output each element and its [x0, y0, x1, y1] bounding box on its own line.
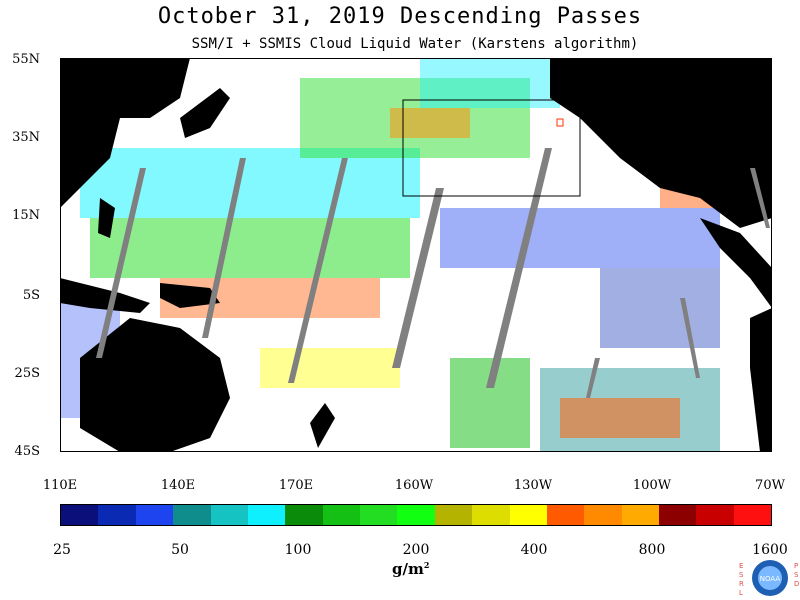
central-america-landmass [700, 218, 772, 308]
new-zealand-landmass [310, 403, 335, 448]
lat-label-5s: 5S [22, 288, 40, 303]
new-guinea-landmass [160, 283, 220, 308]
colorbar [60, 504, 772, 526]
lon-label-160w: 160W [394, 478, 434, 493]
asia-landmass [60, 58, 190, 208]
lat-label-45s: 45S [14, 444, 40, 459]
swath-gaps [96, 148, 770, 398]
lon-label-100w: 100W [632, 478, 672, 493]
colorbar-segment [584, 505, 622, 525]
colorbar-label-100: 100 [284, 542, 312, 558]
highlight-region-box [402, 99, 581, 197]
swath-gap-5 [486, 148, 552, 388]
colorbar-segment [434, 505, 473, 525]
lon-label-110e: 110E [42, 478, 78, 493]
swath-gap-2 [202, 158, 246, 338]
map-subtitle: SSM/I + SSMIS Cloud Liquid Water (Karste… [191, 36, 639, 52]
colorbar-segment [509, 505, 547, 525]
colorbar-label-400: 400 [520, 542, 548, 558]
colorbar-segment [360, 505, 398, 525]
colorbar-segment [733, 505, 772, 525]
colorbar-label-800: 800 [638, 542, 666, 558]
map-frame [60, 58, 772, 452]
australia-landmass [80, 318, 230, 452]
south-america-landmass [750, 308, 772, 452]
lat-label-25s: 25S [14, 366, 40, 381]
colorbar-segment [322, 505, 360, 525]
colorbar-units: g/m2 [392, 560, 430, 578]
colorbar-label-25: 25 [53, 542, 71, 558]
lon-label-140e: 140E [160, 478, 196, 493]
colorbar-segment [173, 505, 211, 525]
japan-landmass [180, 88, 230, 138]
colorbar-segment [210, 505, 248, 525]
lon-label-130w: 130W [513, 478, 553, 493]
swath-gap-6 [680, 298, 700, 378]
colorbar-label-1600: 1600 [752, 542, 788, 558]
lat-label-15n: 15N [12, 208, 40, 223]
swath-gap-7 [750, 168, 770, 228]
north-america-landmass [550, 58, 772, 228]
lat-label-55n: 55N [12, 52, 40, 67]
colorbar-label-200: 200 [402, 542, 430, 558]
colorbar-segment [247, 505, 286, 525]
swath-gap-8 [586, 358, 600, 398]
colorbar-segment [546, 505, 585, 525]
colorbar-segment [472, 505, 510, 525]
colorbar-segment [61, 505, 99, 525]
lon-label-170e: 170E [278, 478, 314, 493]
swath-gap-4 [392, 188, 444, 368]
cloud-liquid-water-map [60, 58, 772, 452]
colorbar-segment [621, 505, 659, 525]
colorbar-segment [135, 505, 174, 525]
lat-label-35n: 35N [12, 130, 40, 145]
logo-center-text: NOAA [760, 575, 781, 583]
land-masses [60, 58, 772, 452]
small-marker-box [556, 118, 564, 127]
colorbar-segment [397, 505, 435, 525]
colorbar-segment [659, 505, 697, 525]
swath-gap-1 [96, 168, 146, 358]
lon-label-70w: 70W [755, 478, 785, 493]
colorbar-label-50: 50 [171, 542, 189, 558]
colorbar-segment [285, 505, 323, 525]
colorbar-segment [98, 505, 136, 525]
colorbar-segment [696, 505, 734, 525]
swath-gap-3 [288, 158, 348, 383]
indonesia-landmass [60, 278, 150, 313]
philippines-landmass [98, 198, 115, 238]
map-title: October 31, 2019 Descending Passes [157, 4, 643, 29]
